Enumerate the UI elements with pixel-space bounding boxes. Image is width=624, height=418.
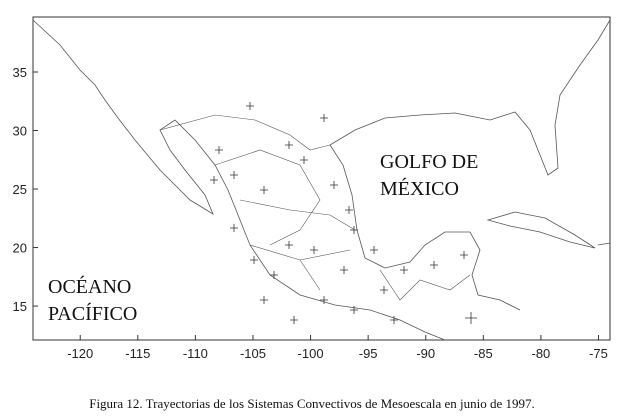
x-tick-label: -85 [474,346,493,361]
plot-frame [32,16,611,341]
x-tick-label: -90 [416,346,435,361]
hispaniola [597,242,611,246]
x-tick-label: -80 [531,346,550,361]
x-tick-label: -95 [359,346,378,361]
y-tick-label: 15 [13,299,27,314]
x-tick-label: -75 [589,346,608,361]
states [214,149,471,301]
x-tick-label: -110 [183,346,208,361]
gulf-coast [329,144,521,311]
y-tick-label: 30 [13,124,27,139]
us-gulf-coast [329,19,611,176]
ocean-label-line: PACÍFICO [48,302,137,325]
x-tick-label: -100 [298,346,324,361]
axes: -120 -115 -110 -105 -100 -95 -90 -85 -80 -75 15 20 2… [13,65,608,361]
us-border [159,114,331,151]
borders [159,114,471,301]
gulf-label-line: MÉXICO [380,177,459,200]
ocean-label-line: OCÉANO [48,275,131,298]
y-tick-label: 35 [13,65,27,80]
gulf-label-line: GOLFO DE [380,151,478,173]
cuba [486,211,596,249]
x-tick-label: -105 [240,346,266,361]
y-tick-label: 20 [13,241,27,256]
trajectory-markers [210,102,477,324]
x-tick-label: -115 [125,346,150,361]
caption: Figura 12. Trayectorias de los Sistemas … [89,396,535,411]
y-tick-label: 25 [13,182,27,197]
x-tick-label: -120 [67,346,93,361]
